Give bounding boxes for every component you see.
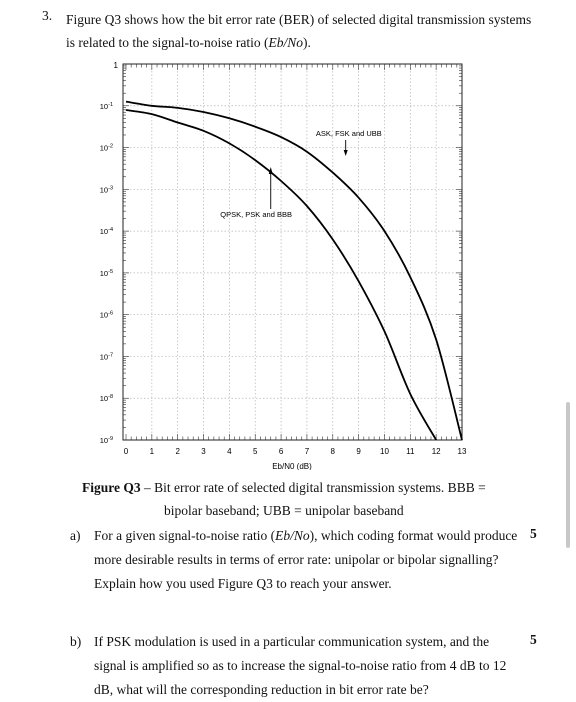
y-tick-labels: 10-1 10-2 10-3 10-4 10-5 10-6 10-7 10-8 10-9 [100,102,113,445]
y-tick-label: 10-5 [100,269,113,278]
chart-grid [123,64,462,440]
x-tick-label: 8 [331,447,336,456]
x-tick-label: 1 [150,447,155,456]
y-tick-label: 10-4 [100,227,113,236]
x-tick-label: 10 [380,447,389,456]
scrollbar-thumb[interactable] [566,402,570,548]
annotation-arrowhead [268,167,273,174]
part-a-letter: a) [70,528,81,543]
x-tick-label: 9 [356,447,361,456]
annotation-ask-fsk-ubb: ASK, FSK and UBB [316,129,382,138]
y-tick-label: 10-8 [100,394,113,403]
y-tick-label: 10-3 [100,185,113,194]
caption-line-2: bipolar baseband; UBB = unipolar baseban… [164,503,404,518]
part-b-text: If PSK modulation is used in a particula… [94,634,507,697]
x-tick-label: 0 [124,447,129,456]
x-tick-label: 11 [406,447,415,456]
x-tick-label: 13 [458,447,467,456]
x-axis-label: Eb/N0 (dB) [272,462,312,470]
x-tick-label: 7 [305,447,310,456]
part-b: b) If PSK modulation is used in a partic… [70,630,520,702]
chart-annotations: ASK, FSK and UBB QPSK, PSK and BBB [220,129,382,219]
y-tick-label: 10-6 [100,311,113,320]
x-tick-label: 6 [279,447,284,456]
y-tick-label: 10-7 [100,352,113,361]
top-tick-label: 1 [114,61,119,70]
question-text: Figure Q3 shows how the bit error rate (… [66,12,532,50]
annotation-qpsk-psk-bbb: QPSK, PSK and BBB [220,210,292,219]
part-b-letter: b) [70,634,82,649]
question-number: 3. [42,8,53,23]
x-tick-labels: 0 1 2 3 4 5 6 7 8 9 10 11 12 13 [124,447,467,456]
part-a-marks: 5 [530,526,537,541]
x-tick-label: 5 [253,447,258,456]
part-a-text: For a given signal-to-noise ratio (Eb/No… [94,528,518,591]
part-b-marks: 5 [530,632,537,647]
figure-caption: Figure Q3 – Bit error rate of selected d… [82,476,522,522]
y-tick-label: 10-9 [100,436,113,445]
ratio-symbol: Eb/No [275,528,310,543]
y-tick-label: 10-1 [100,102,113,111]
part-a: a) For a given signal-to-noise ratio (Eb… [70,524,520,596]
ber-chart: 1 10-1 10-2 10-3 10-4 10-5 10-6 10-7 10-8 10-9 0… [100,61,467,470]
series-line-1 [125,109,437,441]
plot-frame [122,63,463,441]
caption-label: Figure Q3 [82,480,141,495]
x-tick-label: 4 [227,447,232,456]
series-line-2 [125,100,463,441]
chart-series [125,100,463,441]
x-tick-label: 12 [432,447,441,456]
ratio-symbol: Eb/No [268,35,303,50]
x-tick-label: 2 [175,447,180,456]
y-tick-label: 10-2 [100,144,113,153]
annotation-arrowhead [343,150,348,156]
x-tick-label: 3 [201,447,206,456]
